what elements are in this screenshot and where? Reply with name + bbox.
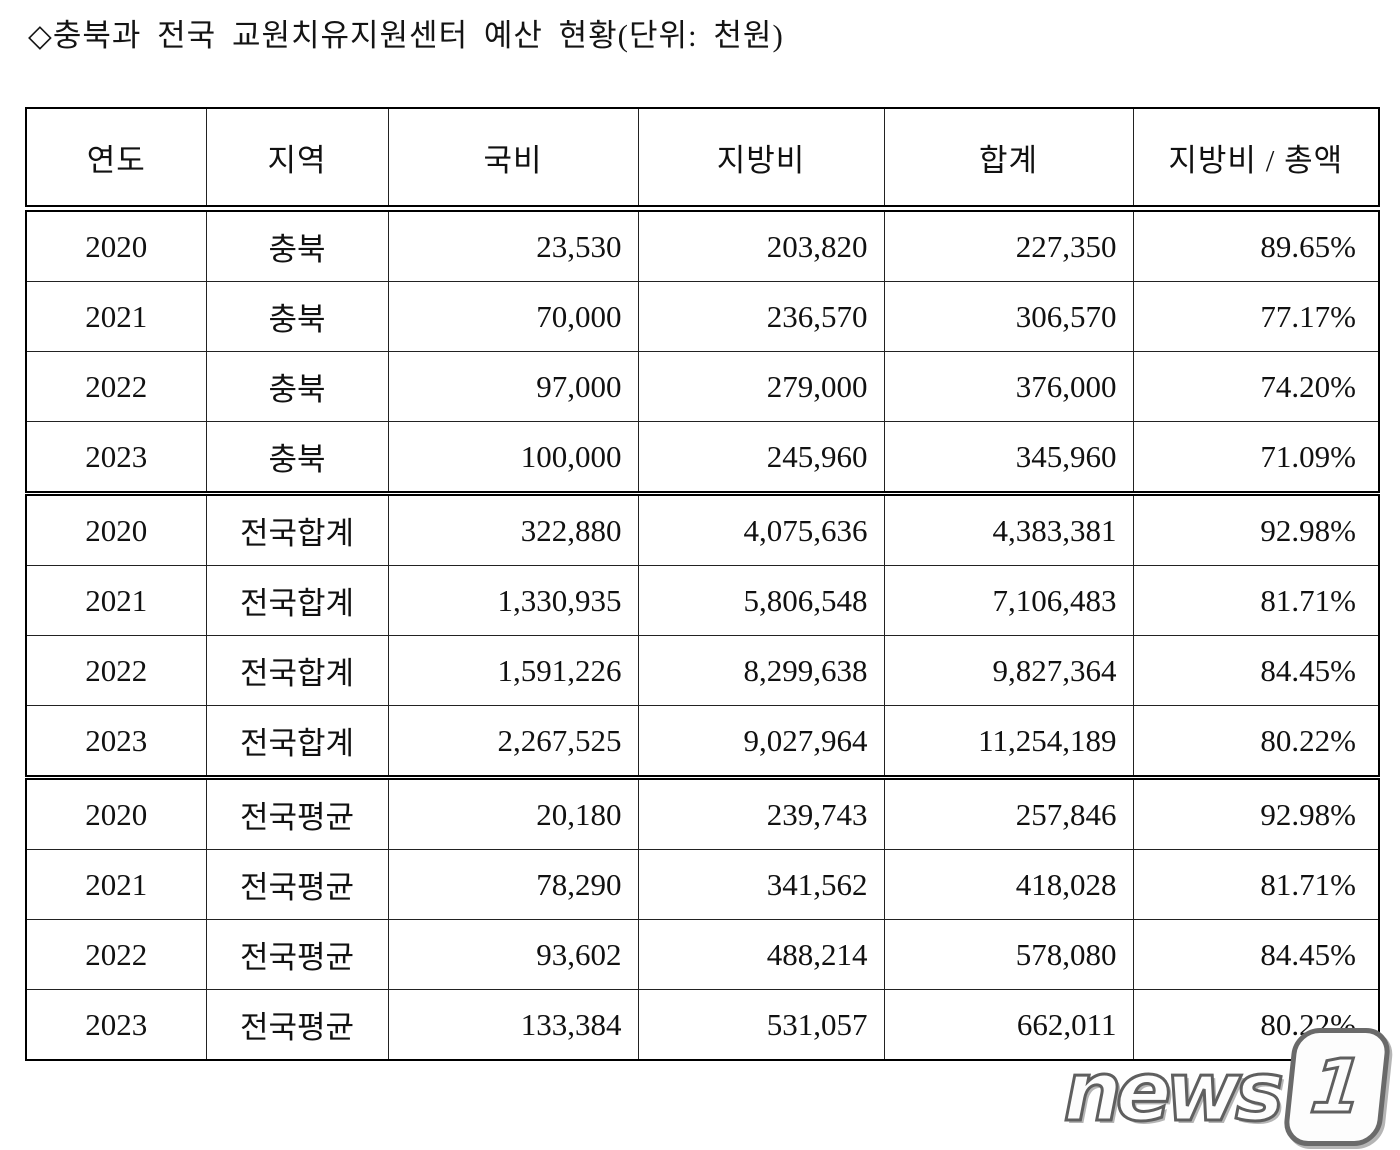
cell-ratio: 81.71%	[1132, 849, 1380, 920]
cell-local: 245,960	[637, 421, 885, 494]
table-row: 2021 충북 70,000 236,570 306,570 77.17%	[25, 281, 1380, 352]
cell-national: 2,267,525	[387, 705, 639, 778]
cell-local: 531,057	[637, 989, 885, 1061]
cell-region: 전국합계	[205, 565, 389, 636]
cell-total: 418,028	[883, 849, 1134, 920]
cell-total: 7,106,483	[883, 565, 1134, 636]
cell-year: 2023	[25, 421, 207, 494]
cell-national: 100,000	[387, 421, 639, 494]
cell-year: 2020	[25, 775, 207, 850]
cell-year: 2023	[25, 989, 207, 1061]
cell-national: 23,530	[387, 208, 639, 282]
column-header-year: 연도	[25, 107, 207, 212]
table-header-row: 연도 지역 국비 지방비 합계 지방비 / 총액	[25, 107, 1380, 212]
cell-region: 충북	[205, 281, 389, 352]
table-row: 2020 전국평균 20,180 239,743 257,846 92.98%	[25, 775, 1380, 850]
table-row: 2023 전국합계 2,267,525 9,027,964 11,254,189 80.2…	[25, 705, 1380, 778]
cell-ratio: 80.22%	[1132, 705, 1380, 778]
table-row: 2023 충북 100,000 245,960 345,960 71.09%	[25, 421, 1380, 494]
news1-logo-one-box: 1	[1281, 1028, 1393, 1146]
table-row: 2022 충북 97,000 279,000 376,000 74.20%	[25, 351, 1380, 422]
cell-year: 2020	[25, 208, 207, 282]
cell-region: 전국합계	[205, 635, 389, 706]
cell-year: 2021	[25, 565, 207, 636]
cell-total: 257,846	[883, 775, 1134, 850]
cell-ratio: 89.65%	[1132, 208, 1380, 282]
cell-national: 322,880	[387, 491, 639, 566]
cell-local: 279,000	[637, 351, 885, 422]
cell-total: 578,080	[883, 919, 1134, 990]
cell-region: 충북	[205, 421, 389, 494]
cell-national: 1,330,935	[387, 565, 639, 636]
cell-total: 662,011	[883, 989, 1134, 1061]
cell-ratio: 74.20%	[1132, 351, 1380, 422]
cell-national: 1,591,226	[387, 635, 639, 706]
cell-year: 2020	[25, 491, 207, 566]
table-row: 2020 충북 23,530 203,820 227,350 89.65%	[25, 208, 1380, 282]
cell-ratio: 92.98%	[1132, 775, 1380, 850]
cell-local: 5,806,548	[637, 565, 885, 636]
table-row: 2022 전국합계 1,591,226 8,299,638 9,827,364 84.45…	[25, 635, 1380, 706]
cell-local: 488,214	[637, 919, 885, 990]
cell-national: 70,000	[387, 281, 639, 352]
cell-region: 충북	[205, 351, 389, 422]
cell-local: 239,743	[637, 775, 885, 850]
cell-region: 전국합계	[205, 491, 389, 566]
cell-local: 341,562	[637, 849, 885, 920]
column-header-total: 합계	[883, 107, 1134, 212]
cell-total: 376,000	[883, 351, 1134, 422]
cell-year: 2022	[25, 351, 207, 422]
column-header-ratio: 지방비 / 총액	[1132, 107, 1380, 212]
table-row: 2021 전국합계 1,330,935 5,806,548 7,106,483 81.71…	[25, 565, 1380, 636]
column-header-national: 국비	[387, 107, 639, 212]
cell-region: 전국평균	[205, 919, 389, 990]
cell-ratio: 92.98%	[1132, 491, 1380, 566]
cell-national: 93,602	[387, 919, 639, 990]
cell-ratio: 81.71%	[1132, 565, 1380, 636]
cell-local: 236,570	[637, 281, 885, 352]
column-header-region: 지역	[205, 107, 389, 212]
cell-year: 2021	[25, 849, 207, 920]
cell-total: 11,254,189	[883, 705, 1134, 778]
cell-local: 4,075,636	[637, 491, 885, 566]
cell-region: 전국합계	[205, 705, 389, 778]
news1-logo-numeral: 1	[1305, 1043, 1369, 1132]
news1-logo: news 1	[1062, 1028, 1393, 1146]
cell-national: 133,384	[387, 989, 639, 1061]
cell-region: 전국평균	[205, 989, 389, 1061]
cell-region: 전국평균	[205, 849, 389, 920]
cell-national: 20,180	[387, 775, 639, 850]
cell-total: 227,350	[883, 208, 1134, 282]
cell-total: 306,570	[883, 281, 1134, 352]
cell-ratio: 84.45%	[1132, 919, 1380, 990]
table-row: 2021 전국평균 78,290 341,562 418,028 81.71%	[25, 849, 1380, 920]
cell-total: 9,827,364	[883, 635, 1134, 706]
cell-region: 전국평균	[205, 775, 389, 850]
table-row: 2022 전국평균 93,602 488,214 578,080 84.45%	[25, 919, 1380, 990]
cell-ratio: 71.09%	[1132, 421, 1380, 494]
cell-year: 2021	[25, 281, 207, 352]
cell-local: 203,820	[637, 208, 885, 282]
cell-local: 8,299,638	[637, 635, 885, 706]
table-row: 2020 전국합계 322,880 4,075,636 4,383,381 92.98%	[25, 491, 1380, 566]
cell-year: 2023	[25, 705, 207, 778]
cell-ratio: 84.45%	[1132, 635, 1380, 706]
cell-region: 충북	[205, 208, 389, 282]
cell-national: 78,290	[387, 849, 639, 920]
cell-year: 2022	[25, 919, 207, 990]
cell-total: 4,383,381	[883, 491, 1134, 566]
cell-national: 97,000	[387, 351, 639, 422]
cell-local: 9,027,964	[637, 705, 885, 778]
cell-total: 345,960	[883, 421, 1134, 494]
page-title: ◇충북과 전국 교원치유지원센터 예산 현황(단위: 천원)	[28, 18, 784, 53]
cell-year: 2022	[25, 635, 207, 706]
column-header-local: 지방비	[637, 107, 885, 212]
cell-ratio: 77.17%	[1132, 281, 1380, 352]
budget-table: 연도 지역 국비 지방비 합계 지방비 / 총액 2020 충북 23,530 203,820 2…	[25, 107, 1380, 1061]
news1-logo-text: news	[1062, 1045, 1286, 1140]
